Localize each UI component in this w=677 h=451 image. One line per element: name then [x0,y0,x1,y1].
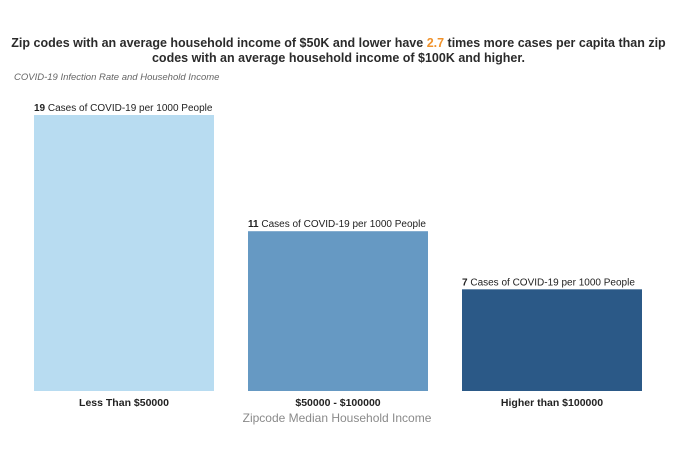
category-label-0: Less Than $50000 [79,397,169,409]
bar-value-0: 19 [34,103,46,114]
bar-value-label-0: 19 Cases of COVID-19 per 1000 People [34,103,213,114]
bar-value-suffix-2: Cases of COVID-19 per 1000 People [468,277,636,288]
bar-2 [462,289,642,391]
bar-value-1: 11 [248,219,259,230]
bar-value-label-2: 7 Cases of COVID-19 per 1000 People [462,277,635,288]
bar-value-suffix-0: Cases of COVID-19 per 1000 People [45,103,213,114]
title-highlight: 2.7 [426,36,445,50]
bar-value-suffix-1: Cases of COVID-19 per 1000 People [259,219,427,230]
category-label-2: Higher than $100000 [501,397,603,409]
bar-1 [248,231,428,391]
bar-value-2: 7 [462,277,468,288]
x-axis-label: Zipcode Median Household Income [243,411,432,425]
title-part1: Zip codes with an average household inco… [11,36,427,50]
title-part2: times more cases per capita than zip cod… [151,36,666,65]
category-label-1: $50000 - $100000 [295,397,380,409]
chart-title: Zip codes with an average household inco… [0,36,677,66]
bar-value-label-1: 11 Cases of COVID-19 per 1000 People [248,219,426,230]
chart-subtitle: COVID-19 Infection Rate and Household In… [14,72,220,83]
bars-group: 19 Cases of COVID-19 per 1000 People Less… [34,103,642,409]
bar-0 [34,115,214,391]
